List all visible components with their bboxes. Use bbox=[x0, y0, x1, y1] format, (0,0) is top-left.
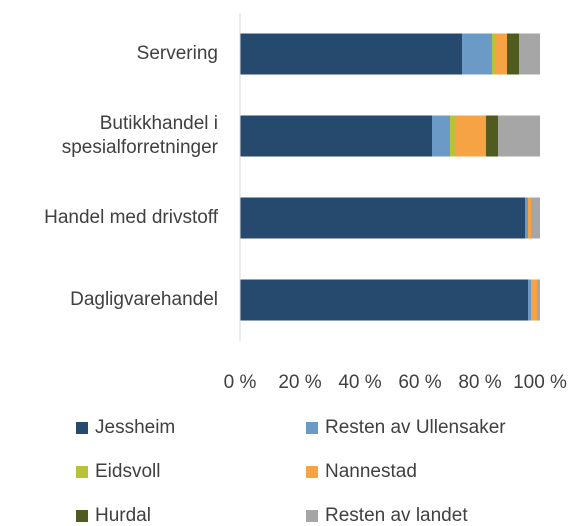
bar-segment bbox=[507, 33, 519, 75]
x-tick-label: 60 % bbox=[398, 372, 441, 393]
x-tick-label: 20 % bbox=[278, 372, 321, 393]
bar-segment bbox=[240, 33, 462, 75]
x-tick-label: 0 % bbox=[224, 372, 257, 393]
legend-swatch bbox=[76, 466, 88, 478]
legend-label: Jessheim bbox=[95, 417, 175, 438]
legend-label: Hurdal bbox=[95, 505, 151, 526]
legend-label: Resten av Ullensaker bbox=[325, 417, 506, 438]
bar-segment bbox=[240, 279, 528, 321]
y-tick-label: Dagligvarehandel bbox=[70, 289, 218, 310]
legend-label: Eidsvoll bbox=[95, 461, 160, 482]
x-tick-label: 100 % bbox=[513, 372, 567, 393]
y-tick-label: Handel med drivstoff bbox=[44, 207, 219, 228]
legend-swatch bbox=[306, 466, 318, 478]
legend-swatch bbox=[76, 510, 88, 522]
bar-segment bbox=[531, 279, 537, 321]
bar-segment bbox=[450, 115, 456, 157]
legend-swatch bbox=[306, 510, 318, 522]
bar-segment bbox=[240, 197, 525, 239]
x-tick-label: 40 % bbox=[338, 372, 381, 393]
legend-swatch bbox=[76, 422, 88, 434]
legend-swatch bbox=[306, 422, 318, 434]
bar-segment bbox=[432, 115, 450, 157]
bar-segment bbox=[495, 33, 507, 75]
bar-segment bbox=[240, 115, 432, 157]
bar-segment bbox=[462, 33, 492, 75]
bar-segment bbox=[486, 115, 498, 157]
legend-label: Resten av landet bbox=[325, 505, 468, 526]
bar-segment bbox=[525, 197, 528, 239]
bar-segment bbox=[456, 115, 486, 157]
bar-segment bbox=[492, 33, 495, 75]
bar-segment bbox=[531, 197, 540, 239]
bar-segment bbox=[519, 33, 540, 75]
bar-segment bbox=[528, 279, 531, 321]
legend-label: Nannestad bbox=[325, 461, 417, 482]
y-tick-label: Butikkhandel i spesialforretninger bbox=[62, 113, 219, 158]
x-tick-label: 80 % bbox=[458, 372, 501, 393]
y-tick-label: Servering bbox=[137, 43, 218, 64]
bar-segment bbox=[537, 279, 540, 321]
bar-segment bbox=[498, 115, 540, 157]
bar-segment bbox=[528, 197, 531, 239]
